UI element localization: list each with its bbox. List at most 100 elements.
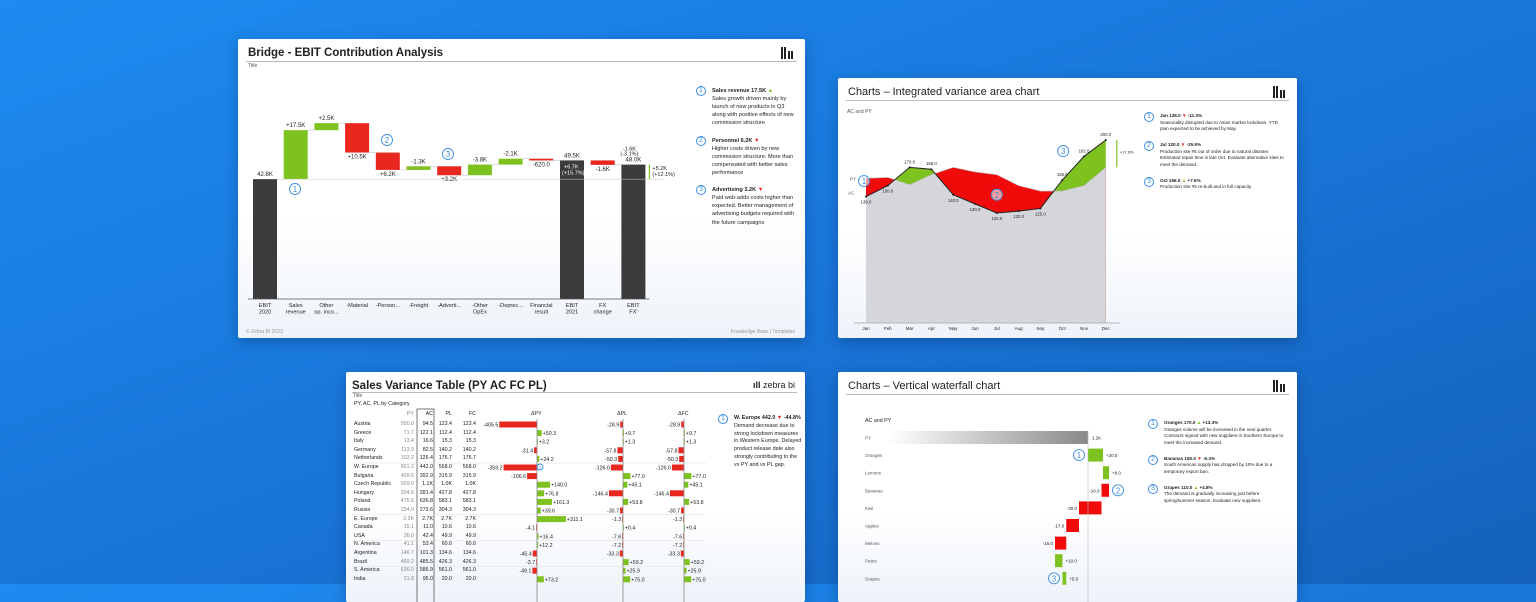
delta-bar xyxy=(683,516,684,523)
cell-value: 315.9 xyxy=(438,472,452,479)
note-item: 3 Oct 156.0 ▲ +7.6% Production site #5 re-… xyxy=(1144,176,1284,191)
month-label: Aug xyxy=(1015,326,1024,331)
category-label: Kiwi xyxy=(865,506,873,511)
note-number-icon: 1 xyxy=(1148,419,1158,429)
delta-label: +75.0 xyxy=(631,577,644,583)
category-label: OpEx xyxy=(473,310,487,316)
delta-label: +12.2 xyxy=(539,543,552,549)
note-percent: -11.0% xyxy=(1186,113,1203,118)
delta-bar xyxy=(537,507,541,514)
delta-label: +161.3 xyxy=(553,500,569,506)
bar-+3.2K xyxy=(437,166,462,176)
triangle-down-icon: ▼ xyxy=(1181,113,1187,118)
cell-value: 16.6 xyxy=(422,438,433,445)
note-percent: -25.9% xyxy=(1185,141,1202,147)
marker-circle xyxy=(990,188,1003,201)
bar-Kiwi xyxy=(1079,501,1102,515)
ac-point xyxy=(952,193,955,196)
ac-column-highlight xyxy=(416,408,435,602)
bar-value-label: 42.8K xyxy=(257,172,273,178)
marker-number: 1 xyxy=(1077,451,1082,460)
delta-bar xyxy=(681,421,684,428)
delta-bar xyxy=(537,481,551,488)
delta-label: -28.9 xyxy=(668,423,680,429)
delta-label: +59.2 xyxy=(691,560,704,566)
month-label: Apr xyxy=(928,326,936,331)
row-label: Poland xyxy=(354,498,371,505)
cell-value: 112.4 xyxy=(439,429,452,436)
vwaterfall-notes: 1 Oranges 170.0 ▲ +13.3% Oranges volume wi… xyxy=(1148,419,1288,514)
delta-bar xyxy=(503,464,537,471)
table-panel[interactable]: Sales Variance Table (PY AC FC PL) ıll z… xyxy=(346,372,805,602)
delta-bar xyxy=(683,533,684,540)
triangle-up-icon: ▲ xyxy=(767,88,774,94)
variance-label: +5.2K xyxy=(652,166,667,172)
delta-label: -30.7 xyxy=(668,509,680,515)
variance-percent: (+15.7%) xyxy=(562,170,585,176)
delta-bar xyxy=(537,516,566,523)
delta-label: +50.3 xyxy=(543,431,556,437)
row-label: Brazil xyxy=(354,558,368,565)
ac-point xyxy=(1017,210,1020,213)
footer-copyright: © Zebra BI 2023 xyxy=(246,329,283,335)
cell-value: 1.0K xyxy=(465,481,476,488)
delta-bar xyxy=(620,421,623,428)
delta-bar xyxy=(623,559,629,566)
note-number-icon: 2 xyxy=(1148,454,1158,465)
note-percent: -6.3% xyxy=(1201,455,1216,461)
delta-bar xyxy=(669,490,684,497)
cell-value: 146.7 xyxy=(400,550,414,556)
category-label: 2020 xyxy=(259,310,271,316)
area-panel[interactable]: Charts – Integrated variance area chart … xyxy=(838,78,1297,338)
cell-value: 427.8 xyxy=(462,489,476,496)
delta-label: -33.3 xyxy=(607,552,619,558)
cell-value: 929.0 xyxy=(400,481,414,488)
zebra-logo-icon xyxy=(781,47,795,59)
note-text: Oranges volume will be increased in the … xyxy=(1164,426,1284,445)
triangle-up-icon: ▲ xyxy=(1196,420,1202,425)
bar-Bananas xyxy=(1101,483,1109,497)
cell-value: 304.3 xyxy=(462,507,476,513)
series-label-ac: AC xyxy=(848,191,855,196)
cell-value: 140.2 xyxy=(438,446,452,453)
data-label: 156.0 xyxy=(1057,172,1068,177)
delta-label: +77.0 xyxy=(692,474,705,480)
delta-label: -7.6 xyxy=(612,534,621,540)
cell-value: 15.3 xyxy=(465,438,476,445)
delta-bar xyxy=(620,507,623,514)
month-label: Feb xyxy=(884,326,892,331)
delta-bar xyxy=(537,576,544,583)
bridge-panel[interactable]: Bridge - EBIT Contribution Analysis Titl… xyxy=(238,39,805,338)
triangle-down-icon: ▼ xyxy=(1180,141,1186,147)
marker-circle xyxy=(536,463,544,471)
delta-bar xyxy=(681,507,684,514)
delta-bar xyxy=(623,567,626,574)
py-line xyxy=(865,167,1106,192)
variance-percent: (-3.1%) xyxy=(620,152,638,158)
note-heading: Oct 156.0 xyxy=(1160,177,1182,183)
row-label: India xyxy=(354,575,366,582)
bar--1.6K xyxy=(590,160,615,165)
delta-label: +45.1 xyxy=(689,483,702,489)
ac-point xyxy=(1083,155,1085,158)
zebra-logo-icon xyxy=(1273,86,1287,98)
delta-bar xyxy=(534,447,537,454)
cell-value: 113.9 xyxy=(401,446,414,453)
marker-number: 2 xyxy=(385,136,390,145)
bar-Pears xyxy=(1055,554,1063,568)
note-heading: Jan 138.0 xyxy=(1160,113,1182,118)
cell-value: 561.0 xyxy=(462,567,476,574)
delta-bar xyxy=(608,490,623,497)
cell-value: 123.4 xyxy=(462,421,476,427)
delta-label: -33.3 xyxy=(668,552,680,558)
category-label: revenue xyxy=(286,310,306,316)
month-label: Jan xyxy=(862,326,870,331)
chart-title: AC and PY xyxy=(865,418,892,424)
delta-bar xyxy=(622,516,623,523)
zebra-bi-logo: ıll zebra bi xyxy=(753,380,795,390)
note-text: Paid web-adds costs higher than expected… xyxy=(712,195,795,226)
footer-links[interactable]: Knowledge Base | Templates xyxy=(730,329,795,335)
vwaterfall-panel[interactable]: Charts – Vertical waterfall chart AC and… xyxy=(838,372,1297,602)
row-label: Argentina xyxy=(354,550,377,556)
note-item: 1 W. Europe 442.0 ▼ -44.8% Demand decrease… xyxy=(718,414,802,470)
